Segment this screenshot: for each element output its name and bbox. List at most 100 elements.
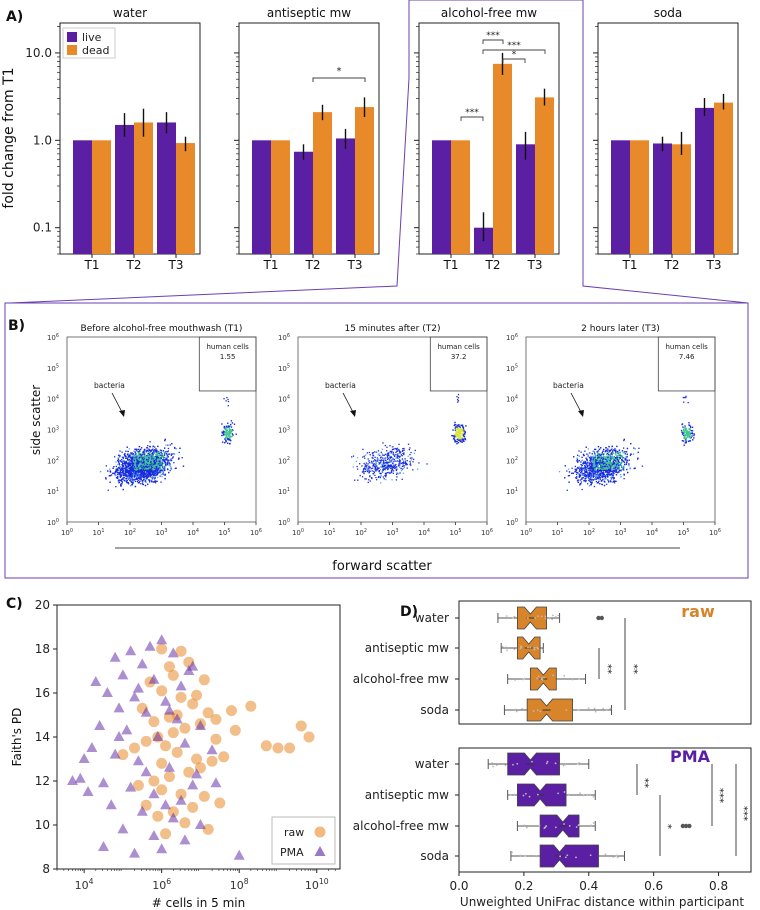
- cell-dot: [144, 460, 147, 463]
- cell-dot: [602, 473, 604, 475]
- cell-dot: [368, 465, 370, 467]
- cell-dot: [587, 448, 589, 450]
- cell-dot: [628, 463, 630, 465]
- cell-dot: [145, 477, 147, 480]
- cell-dot: [115, 477, 118, 479]
- cell-dot: [386, 457, 388, 459]
- cell-dot: [122, 462, 124, 465]
- cell-dot: [116, 477, 119, 479]
- cell-dot: [113, 466, 115, 468]
- cell-dot: [634, 467, 636, 469]
- cell-dot: [151, 466, 153, 468]
- cell-dot: [156, 480, 158, 482]
- cell-dot: [148, 466, 151, 468]
- cell-dot: [601, 475, 603, 478]
- cell-dot: [393, 467, 396, 469]
- cell-dot: [143, 461, 145, 463]
- cell-dot: [391, 469, 393, 471]
- cell-dot: [115, 486, 117, 488]
- cell-dot: [364, 464, 366, 466]
- cell-dot: [404, 460, 407, 462]
- cell-dot: [167, 450, 170, 452]
- cell-dot: [575, 473, 578, 475]
- cell-dot: [363, 462, 365, 465]
- cell-dot: [608, 451, 610, 453]
- cell-dot: [376, 467, 379, 470]
- cell-dot: [612, 471, 614, 473]
- cell-dot: [376, 467, 379, 469]
- cell-dot: [137, 465, 140, 467]
- cell-dot: [167, 468, 169, 471]
- cell-dot: [121, 456, 123, 459]
- cell-dot: [173, 453, 175, 455]
- cell-dot: [155, 457, 158, 460]
- cell-dot: [120, 469, 122, 471]
- cell-dot: [381, 463, 383, 465]
- cell-dot: [411, 457, 413, 459]
- cell-dot: [373, 459, 376, 461]
- cell-dot: [377, 457, 379, 460]
- cell-dot: [146, 457, 149, 459]
- cell-dot: [132, 472, 135, 474]
- cell-dot: [121, 451, 123, 453]
- cell-dot: [159, 462, 161, 464]
- cell-dot: [623, 439, 625, 442]
- cell-dot: [410, 451, 412, 454]
- cell-dot: [118, 454, 121, 457]
- cell-dot: [384, 457, 386, 459]
- cell-dot: [120, 480, 123, 482]
- cell-dot: [142, 471, 144, 474]
- cell-dot: [608, 453, 610, 456]
- cell-dot: [122, 467, 124, 469]
- human-cell-dot: [227, 431, 230, 433]
- cell-dot: [143, 458, 146, 460]
- cell-dot: [410, 464, 412, 466]
- cell-dot: [139, 461, 141, 463]
- cell-dot: [592, 463, 594, 465]
- cell-dot: [226, 396, 228, 399]
- cell-dot: [178, 451, 180, 454]
- cell-dot: [128, 470, 130, 472]
- cell-dot: [147, 471, 150, 473]
- cell-dot: [586, 461, 588, 464]
- cell-dot: [134, 455, 136, 457]
- cell-dot: [136, 460, 139, 462]
- cell-dot: [124, 464, 127, 467]
- cell-dot: [362, 468, 365, 471]
- human-cell-dot: [223, 425, 226, 428]
- cell-dot: [586, 472, 589, 474]
- cell-dot: [144, 453, 146, 455]
- human-cell-dot: [222, 434, 225, 436]
- cell-dot: [581, 456, 583, 458]
- flow-title: 2 hours later (T3): [581, 324, 660, 334]
- cell-dot: [150, 480, 153, 482]
- human-cell-dot: [226, 435, 228, 438]
- human-cell-dot: [459, 439, 461, 441]
- cell-dot: [160, 468, 163, 470]
- cell-dot: [592, 476, 594, 478]
- cell-dot: [366, 470, 369, 473]
- cell-dot: [619, 464, 622, 466]
- bacteria-label: bacteria: [553, 381, 584, 390]
- cell-dot: [600, 465, 602, 467]
- cell-dot: [152, 451, 154, 454]
- cell-dot: [124, 454, 126, 457]
- bar-live: [516, 144, 535, 254]
- cell-dot: [141, 457, 144, 459]
- cell-dot: [601, 460, 603, 462]
- x-tick-label: T1: [622, 258, 638, 272]
- cell-dot: [595, 460, 598, 462]
- cell-dot: [131, 476, 133, 479]
- cell-dot: [603, 463, 605, 465]
- cell-dot: [134, 480, 137, 483]
- cell-dot: [147, 463, 150, 465]
- cell-dot: [603, 466, 605, 468]
- cell-dot: [398, 456, 400, 458]
- cell-dot: [140, 472, 142, 474]
- cell-dot: [129, 454, 131, 456]
- cell-dot: [153, 466, 155, 468]
- cell-dot: [139, 466, 141, 468]
- cell-dot: [582, 453, 585, 456]
- cell-dot: [597, 470, 599, 473]
- cell-dot: [610, 466, 612, 468]
